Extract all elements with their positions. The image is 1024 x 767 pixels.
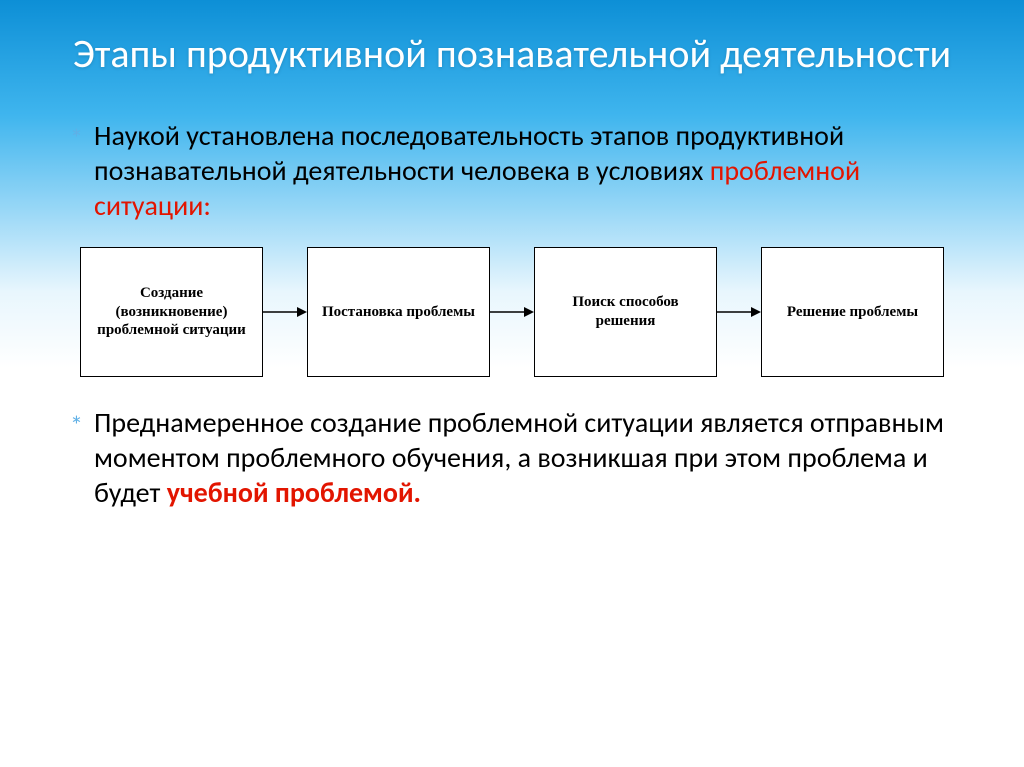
flow-box-4-label: Решение проблемы <box>787 303 918 322</box>
arrow-icon <box>490 305 534 319</box>
flowchart: Создание (возникновение) проблемной ситу… <box>70 247 954 377</box>
flow-box-3: Поиск способов решения <box>534 247 717 377</box>
intro-paragraph: Наукой установлена последовательность эт… <box>70 118 954 223</box>
flow-box-4: Решение проблемы <box>761 247 944 377</box>
flow-box-3-label: Поиск способов решения <box>543 293 708 331</box>
slide: Этапы продуктивной познавательной деятел… <box>0 0 1024 767</box>
flow-box-2-label: Постановка проблемы <box>322 303 475 322</box>
slide-title: Этапы продуктивной познавательной деятел… <box>60 30 964 78</box>
conclusion-paragraph: Преднамеренное создание проблемной ситуа… <box>70 405 954 510</box>
flow-box-1: Создание (возникновение) проблемной ситу… <box>80 247 263 377</box>
conclusion-highlight: учебной проблемой. <box>167 475 421 510</box>
arrow-icon <box>717 305 761 319</box>
arrow-icon <box>263 305 307 319</box>
title-container: Этапы продуктивной познавательной деятел… <box>0 0 1024 88</box>
content-area: Наукой установлена последовательность эт… <box>0 88 1024 510</box>
flow-box-1-label: Создание (возникновение) проблемной ситу… <box>89 284 254 340</box>
flow-box-2: Постановка проблемы <box>307 247 490 377</box>
